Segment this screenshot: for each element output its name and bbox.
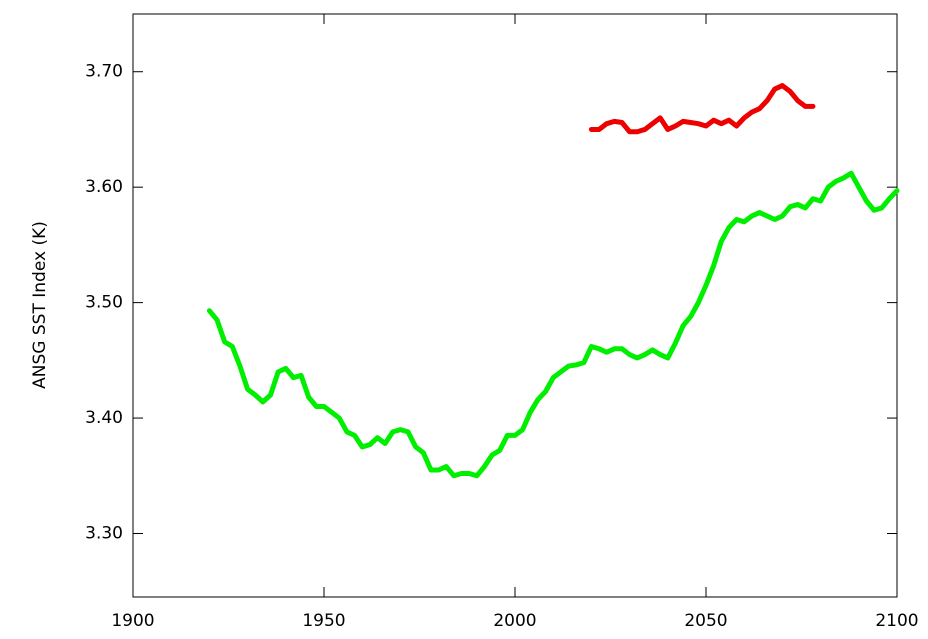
y-tick-label: 3.50 (85, 293, 123, 313)
y-tick-label: 3.30 (85, 524, 123, 544)
plot-frame (132, 13, 898, 598)
y-tick-label: 3.70 (85, 62, 123, 82)
data-line (588, 83, 816, 135)
y-axis-label: ANSG SST Index (K) (30, 221, 50, 389)
y-tick-label: 3.60 (85, 177, 123, 197)
x-tick-label: 2000 (493, 611, 536, 631)
x-tick-label: 1950 (302, 611, 345, 631)
x-tick-label: 2050 (684, 611, 727, 631)
data-line (206, 170, 900, 479)
x-tick-label: 2100 (875, 611, 918, 631)
x-tick-label: 1900 (111, 611, 154, 631)
y-tick-label: 3.40 (85, 408, 123, 428)
